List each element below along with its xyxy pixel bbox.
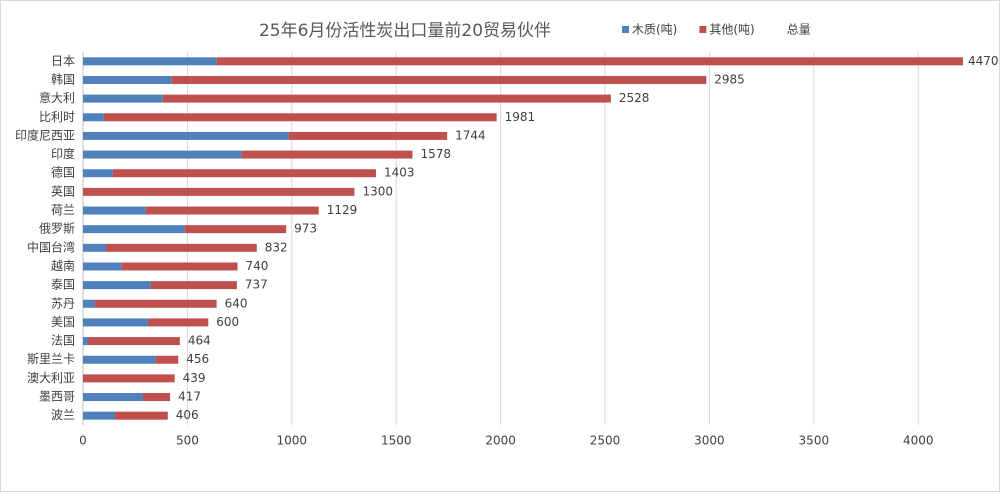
data-label: 832 [265,240,288,254]
chart-title: 25年6月份活性炭出口量前20贸易伙伴 [259,21,551,41]
data-label: 600 [216,315,239,329]
bar-segment [105,243,257,252]
bar-segment [83,393,143,402]
y-tick-label: 荷兰 [51,203,75,217]
bar-segment [121,262,238,271]
bar-segment [83,75,172,84]
data-label: 740 [246,259,269,273]
bar-segment [216,57,963,66]
bar-segment [114,411,168,420]
data-label: 2985 [714,72,745,86]
bar-segment [83,187,355,196]
y-tick-label: 印度尼西亚 [15,127,75,142]
data-label: 417 [178,390,201,404]
y-tick-label: 中国台湾 [27,239,75,254]
bar-segment [83,206,146,215]
data-label: 1300 [362,184,393,198]
bar-segment [145,206,319,215]
bar-segment [288,131,448,140]
bar-segment [83,318,148,327]
bar-segment [184,225,287,234]
bar-segment [83,225,185,234]
data-label: 2528 [619,91,650,105]
bar-segment [83,299,95,308]
bar-segment [83,169,113,178]
bar-segment [150,281,237,290]
bar-segment [112,169,376,178]
x-tick-label: 0 [79,434,87,448]
bar-segment [83,281,151,290]
data-label: 973 [294,222,317,236]
y-tick-label: 泰国 [51,278,75,292]
y-tick-label: 斯里兰卡 [27,352,75,366]
bar-segment [94,299,217,308]
bar-segment [83,131,289,140]
y-tick-label: 韩国 [51,71,75,86]
bar-segment [83,57,217,66]
bar-segment [83,411,115,420]
legend-label: 其他(吨) [709,23,754,37]
y-tick-label: 印度 [51,146,75,161]
data-label: 640 [225,296,248,310]
x-tick-label: 4000 [903,434,934,448]
bar-segment [83,262,122,271]
bar-segment [155,355,179,364]
legend-label: 总量 [787,23,811,37]
bar-segment [162,94,611,103]
y-tick-label: 波兰 [51,408,75,422]
x-tick-label: 1000 [277,434,308,448]
x-tick-label: 500 [176,434,199,448]
y-tick-label: 比利时 [39,110,75,124]
y-tick-label: 英国 [51,184,75,198]
bar-segment [83,337,89,346]
bar-segment [88,337,180,346]
y-tick-label: 德国 [51,165,75,180]
bar-segment [83,94,163,103]
data-label: 4470 [968,54,999,68]
bar-segment [83,150,242,159]
y-tick-label: 越南 [51,258,75,273]
y-tick-label: 法国 [51,334,75,348]
bar-segment [142,393,171,402]
data-label: 1744 [455,128,486,142]
y-tick-label: 意大利 [39,90,75,105]
bar-segment [83,243,106,252]
y-tick-label: 苏丹 [51,296,75,310]
y-tick-label: 墨西哥 [39,390,75,404]
legend-swatch [622,26,629,33]
data-label: 1403 [384,166,415,180]
y-tick-label: 澳大利亚 [27,371,75,385]
legend-swatch [699,26,707,33]
data-label: 1981 [505,110,536,124]
y-tick-label: 美国 [51,315,75,329]
y-tick-label: 日本 [51,54,75,68]
data-label: 456 [186,352,209,366]
bar-segment [171,75,707,84]
x-tick-label: 1500 [381,434,412,448]
data-label: 737 [245,278,268,292]
bar-segment [147,318,209,327]
bar-segment [83,374,175,383]
data-label: 464 [188,334,211,348]
data-label: 439 [183,371,206,385]
bar-segment [103,113,497,122]
x-tick-label: 3000 [694,434,725,448]
y-tick-label: 俄罗斯 [39,222,75,236]
x-tick-label: 2500 [590,434,621,448]
bar-segment [83,355,156,364]
legend-label: 木质(吨) [632,23,677,37]
data-label: 1578 [421,147,452,161]
bars [83,57,963,420]
bar-segment [83,113,104,122]
bar-segment [241,150,413,159]
x-tick-label: 3500 [799,434,830,448]
data-label: 406 [176,408,199,422]
x-tick-label: 2000 [485,434,516,448]
data-label: 1129 [327,203,358,217]
